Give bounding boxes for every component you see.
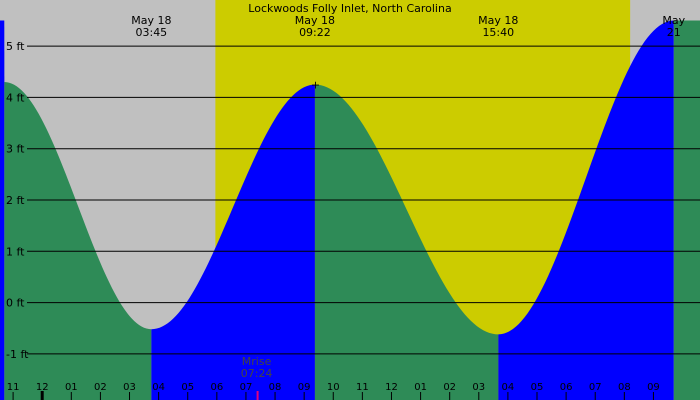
x-tick-label: 04: [152, 382, 165, 393]
x-tick-label: 11: [7, 382, 20, 393]
x-tick-label: 05: [531, 382, 544, 393]
falling-tide-area: [673, 20, 700, 400]
high-tide-marker: +: [311, 79, 320, 92]
extreme-date-label: May: [662, 14, 685, 27]
x-tick-label: 06: [560, 382, 573, 393]
extreme-time-label: 03:45: [135, 26, 167, 39]
moonrise-label: Mrise: [242, 355, 272, 368]
moonrise-marker: [256, 391, 259, 400]
moonrise-time-label: 07:24: [241, 367, 273, 380]
x-tick-label: 05: [181, 382, 194, 393]
x-tick-label: 11: [356, 382, 369, 393]
extreme-date-label: May 18: [131, 14, 171, 27]
x-tick-label: 08: [618, 382, 631, 393]
falling-tide-area: [314, 84, 499, 400]
x-tick-label: 12: [36, 382, 49, 393]
y-tick-label: -1 ft: [6, 348, 29, 361]
extreme-time-label: 21: [667, 26, 681, 39]
x-tick-label: 02: [94, 382, 107, 393]
extreme-time-label: 15:40: [482, 26, 514, 39]
x-tick-label: 07: [589, 382, 602, 393]
x-tick-label: 03: [123, 382, 136, 393]
x-tick-label: 10: [327, 382, 340, 393]
y-tick-label: 3 ft: [6, 143, 25, 156]
falling-tide-area: [4, 82, 152, 400]
x-tick-label: 04: [502, 382, 515, 393]
extreme-time-label: 09:22: [299, 26, 331, 39]
x-tick-label: 09: [298, 382, 311, 393]
extreme-date-label: May 18: [478, 14, 518, 27]
x-tick-label: 06: [210, 382, 223, 393]
x-tick-label: 01: [65, 382, 78, 393]
x-tick-label: 02: [443, 382, 456, 393]
extreme-date-label: May 18: [295, 14, 335, 27]
y-tick-label: 5 ft: [6, 40, 25, 53]
chart-title: Lockwoods Folly Inlet, North Carolina: [248, 2, 451, 15]
rising-tide-area: [498, 20, 674, 400]
x-tick-label: 01: [414, 382, 427, 393]
y-tick-label: 4 ft: [6, 91, 25, 104]
x-tick-label: 03: [472, 382, 485, 393]
midnight-marker: [40, 391, 44, 400]
rising-tide-area: [0, 20, 5, 400]
y-tick-label: 0 ft: [6, 297, 25, 310]
y-tick-label: 2 ft: [6, 194, 25, 207]
rising-tide-area: [151, 84, 315, 400]
x-tick-label: 07: [240, 382, 253, 393]
x-tick-label: 09: [647, 382, 660, 393]
y-tick-label: 1 ft: [6, 245, 25, 258]
x-tick-label: 12: [385, 382, 398, 393]
x-tick-label: 08: [269, 382, 282, 393]
